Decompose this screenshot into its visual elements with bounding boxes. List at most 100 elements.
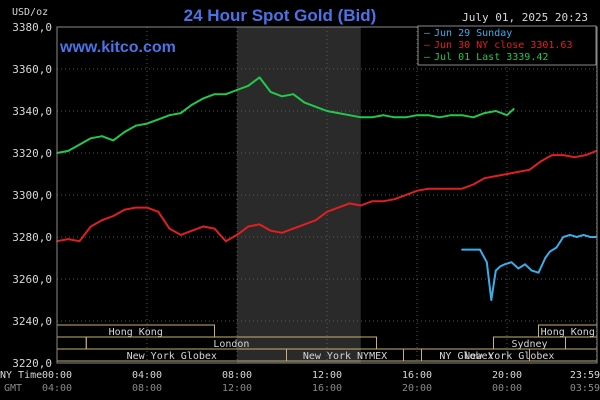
series-point bbox=[528, 168, 531, 171]
series-point bbox=[112, 139, 115, 142]
legend-entry: – bbox=[424, 40, 431, 51]
series-point bbox=[544, 257, 547, 259]
legend: – Jun 29 Sunday– Jun 30 NY close 3301.63– J… bbox=[417, 25, 597, 66]
series-point bbox=[503, 263, 506, 266]
series-point bbox=[269, 229, 272, 232]
series-point bbox=[472, 116, 475, 119]
series-point bbox=[134, 206, 137, 209]
series-point bbox=[517, 267, 520, 270]
y-tick-label: 3320,0 bbox=[12, 147, 52, 160]
legend-entry-label: Jul 01 Last 3339.42 bbox=[434, 52, 548, 63]
session-label: London bbox=[213, 339, 249, 350]
series-point bbox=[281, 95, 283, 98]
series-line bbox=[462, 233, 597, 301]
series-point bbox=[202, 97, 205, 100]
series-point bbox=[292, 227, 295, 230]
x-tick-label-gmt: 20:00 bbox=[402, 383, 432, 394]
series-point bbox=[224, 93, 227, 96]
series-point bbox=[191, 103, 193, 106]
series-point bbox=[483, 177, 486, 180]
series-point bbox=[494, 175, 497, 178]
series-point bbox=[326, 210, 328, 213]
y-tick-label: 3220,0 bbox=[12, 357, 52, 370]
series-point bbox=[247, 84, 250, 87]
series-point bbox=[479, 248, 481, 251]
series-point bbox=[371, 200, 373, 203]
x-tick-label-gmt: 04:00 bbox=[42, 383, 72, 394]
y-tick-label: 3380,0 bbox=[12, 21, 52, 34]
series-point bbox=[213, 227, 216, 230]
y-tick-label: 3240,0 bbox=[12, 315, 52, 328]
session-label: Hong Kong bbox=[541, 327, 595, 338]
y-tick-label: 3360,0 bbox=[12, 63, 52, 76]
series-point bbox=[348, 202, 351, 205]
series-point bbox=[359, 116, 362, 119]
series-point bbox=[506, 173, 508, 175]
session-label: Sydney bbox=[511, 339, 547, 350]
series-point bbox=[470, 248, 472, 251]
series-point bbox=[575, 236, 578, 238]
series-point bbox=[449, 114, 452, 117]
series-point bbox=[303, 223, 306, 226]
x-tick-label-gmt: 00:00 bbox=[492, 383, 522, 394]
series-point bbox=[157, 118, 160, 121]
series-point bbox=[67, 150, 70, 152]
x-axis-gmt-label: GMT bbox=[4, 383, 22, 394]
series-point bbox=[573, 156, 576, 159]
series-point bbox=[191, 229, 193, 232]
series-point bbox=[485, 261, 488, 264]
series-point bbox=[569, 234, 571, 236]
series-point bbox=[67, 238, 70, 241]
series-point bbox=[314, 219, 317, 222]
series-point bbox=[179, 112, 182, 114]
session-label: Hong Kong bbox=[109, 327, 163, 338]
series-point bbox=[292, 93, 295, 96]
series-point bbox=[449, 187, 452, 190]
session-label: New York Globex bbox=[464, 351, 554, 362]
series-point bbox=[359, 204, 362, 207]
series-point bbox=[494, 269, 497, 272]
series-point bbox=[258, 223, 261, 226]
series-point bbox=[461, 248, 463, 251]
series-point bbox=[168, 114, 171, 117]
series-point bbox=[506, 114, 508, 117]
series-point bbox=[461, 187, 463, 190]
series-point bbox=[112, 215, 115, 217]
legend-entry-label: Jun 30 NY close 3301.63 bbox=[434, 40, 572, 51]
series-point bbox=[89, 225, 92, 228]
series-point bbox=[427, 114, 430, 117]
series-point bbox=[101, 219, 103, 222]
brand-label: www.kitco.com bbox=[59, 39, 176, 56]
y-tick-label: 3260,0 bbox=[12, 273, 52, 286]
series-point bbox=[548, 250, 551, 253]
series-point bbox=[512, 108, 515, 110]
series-point bbox=[213, 93, 216, 96]
series-point bbox=[337, 206, 340, 209]
series-point bbox=[382, 114, 385, 117]
series-point bbox=[472, 183, 475, 186]
series-point bbox=[89, 137, 92, 140]
series-point bbox=[416, 189, 418, 192]
series-point bbox=[202, 225, 205, 228]
series-point bbox=[146, 122, 148, 125]
series-point bbox=[371, 116, 373, 119]
x-axis-ny-label: NY Time bbox=[0, 370, 42, 381]
series-point bbox=[438, 116, 441, 119]
series-point bbox=[517, 171, 520, 173]
series-point bbox=[494, 110, 497, 112]
legend-entry: – bbox=[424, 52, 431, 63]
series-point bbox=[438, 187, 441, 190]
series-point bbox=[490, 299, 493, 301]
series-point bbox=[404, 194, 407, 196]
series-point bbox=[530, 269, 533, 272]
series-point bbox=[582, 234, 585, 236]
x-tick-label-gmt: 03:59 bbox=[570, 383, 600, 394]
series-point bbox=[510, 261, 513, 264]
series-point bbox=[393, 116, 396, 119]
series-point bbox=[123, 131, 126, 133]
series-point bbox=[168, 227, 171, 230]
series-point bbox=[562, 154, 565, 157]
series-point bbox=[236, 89, 238, 91]
series-point bbox=[157, 210, 160, 213]
